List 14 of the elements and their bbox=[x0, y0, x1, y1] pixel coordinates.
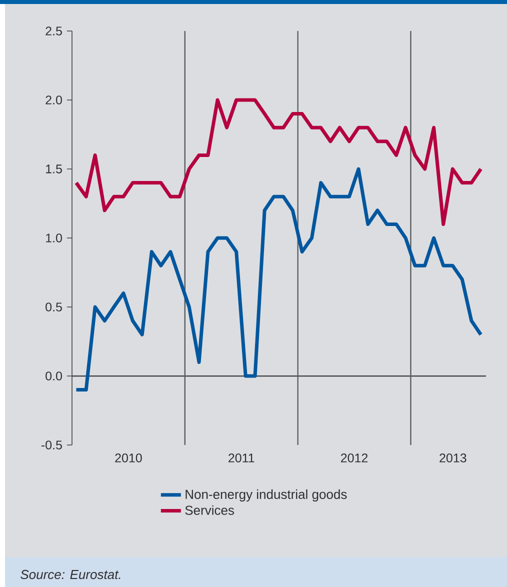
x-tick-label: 2013 bbox=[440, 454, 466, 462]
legend-label: Services bbox=[185, 505, 234, 515]
x-tick-label: 2011 bbox=[228, 454, 254, 462]
legend-label: Non-energy industrial goods bbox=[186, 489, 347, 502]
y-tick-label: -0.5 bbox=[41, 440, 62, 450]
y-tick-label: 0.5 bbox=[46, 302, 62, 312]
source-note: Source: Eurostat. bbox=[20, 570, 120, 580]
y-tick-label: 0.0 bbox=[46, 372, 62, 380]
y-tick-label: 1.5 bbox=[46, 164, 62, 174]
y-tick-label: 2.0 bbox=[46, 96, 62, 104]
x-tick-label: 2010 bbox=[115, 454, 142, 462]
y-tick-label: 2.5 bbox=[46, 26, 62, 36]
y-tick-label: 1.0 bbox=[46, 234, 62, 242]
x-tick-label: 2012 bbox=[340, 454, 368, 462]
